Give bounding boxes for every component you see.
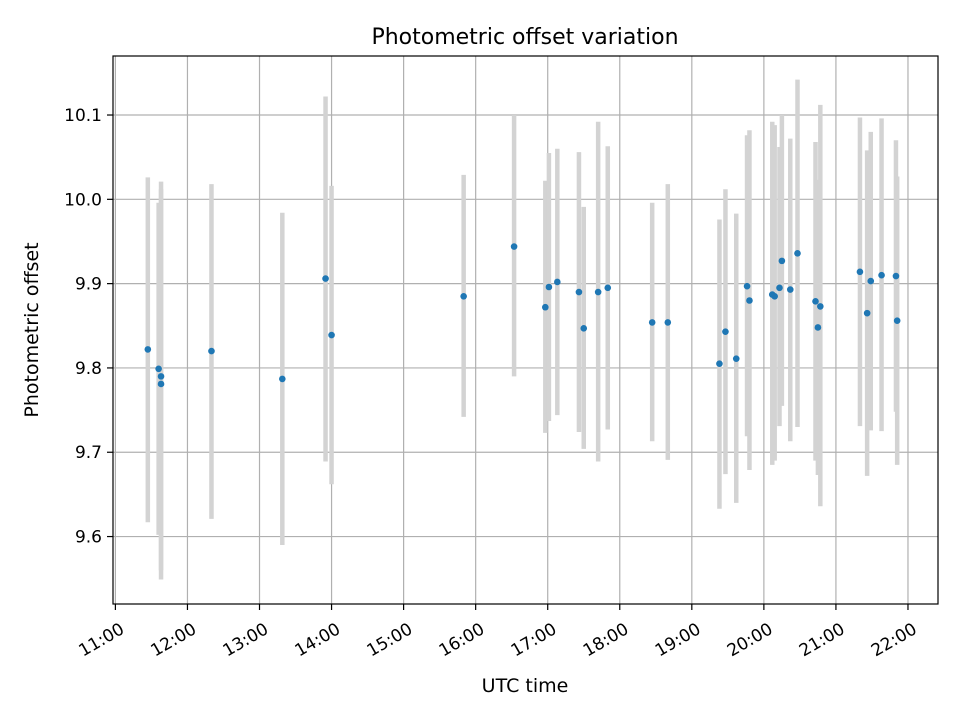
data-points (144, 243, 901, 388)
data-point (716, 360, 723, 368)
data-point (580, 325, 588, 332)
data-point (460, 292, 467, 300)
plot-frame (112, 55, 939, 605)
data-point (776, 284, 783, 292)
data-point (732, 355, 740, 362)
data-point (144, 346, 152, 353)
data-point (328, 331, 335, 339)
y-tick-label: 9.7 (75, 443, 102, 463)
data-point (722, 328, 729, 335)
data-point (575, 288, 583, 296)
data-point (856, 268, 864, 276)
data-point (893, 317, 901, 325)
data-point (771, 292, 778, 300)
data-point (794, 249, 801, 257)
y-tick-label: 10.0 (64, 190, 102, 210)
data-point (867, 277, 875, 285)
data-point (554, 278, 561, 286)
data-point (604, 284, 612, 292)
data-point (648, 319, 656, 326)
data-point (208, 347, 215, 355)
y-axis-ticks: 9.6 9.7 9.8 9.9 10.0 10.1 (64, 106, 113, 548)
chart-title: Photometric offset variation (371, 25, 678, 50)
data-point (778, 257, 786, 265)
y-tick-label: 10.1 (64, 106, 102, 126)
data-point (892, 272, 900, 280)
y-tick-label: 9.6 (75, 528, 102, 548)
data-point (746, 297, 753, 304)
data-point (279, 375, 286, 383)
data-point (786, 286, 794, 293)
y-axis-label: Photometric offset (21, 242, 43, 417)
data-point (542, 303, 549, 311)
y-tick-label: 9.8 (75, 359, 102, 379)
data-point (545, 283, 553, 291)
data-point (664, 319, 672, 326)
data-point (743, 282, 751, 290)
x-axis-label: UTC time (482, 675, 569, 697)
data-point (157, 373, 165, 380)
data-point (878, 271, 885, 279)
data-point (812, 298, 819, 305)
data-point (814, 324, 822, 331)
data-point (863, 309, 871, 317)
data-point (155, 365, 162, 373)
data-point (322, 275, 329, 282)
data-point (510, 243, 518, 250)
y-tick-label: 9.9 (75, 275, 102, 295)
data-point (157, 380, 165, 388)
data-point (594, 288, 602, 296)
data-point (817, 303, 824, 310)
grid-lines (113, 56, 938, 604)
